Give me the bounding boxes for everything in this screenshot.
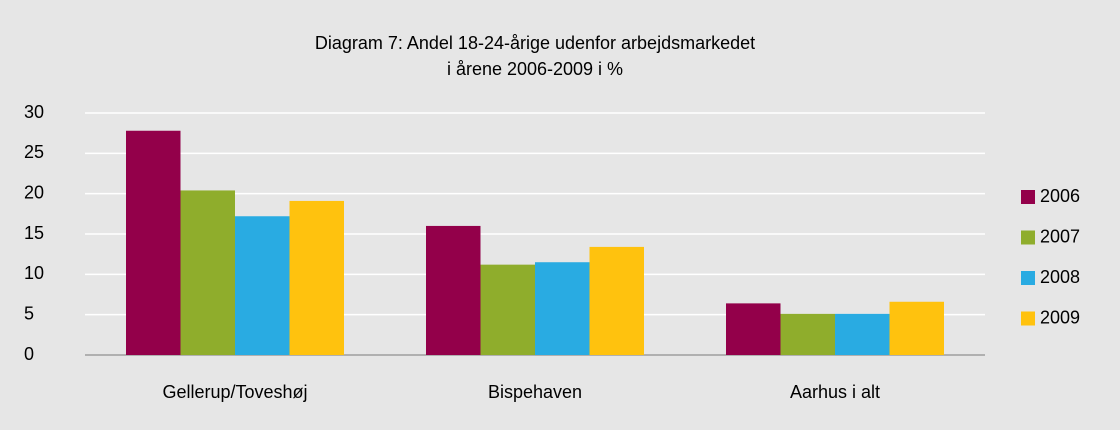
bar (426, 225, 481, 355)
bar (780, 313, 835, 355)
x-tick-label: Gellerup/Toveshøj (162, 382, 307, 402)
y-tick-label: 0 (24, 344, 34, 364)
bar (480, 264, 535, 355)
y-tick-label: 20 (24, 182, 44, 202)
legend-label: 2006 (1040, 186, 1080, 206)
x-tick-label: Aarhus i alt (790, 382, 880, 402)
y-tick-label: 15 (24, 223, 44, 243)
bar (235, 216, 290, 355)
legend-swatch (1021, 311, 1035, 326)
bar (726, 303, 781, 355)
y-tick-label: 5 (24, 303, 34, 323)
bar (289, 200, 344, 355)
bar (589, 246, 644, 355)
legend-swatch (1021, 230, 1035, 245)
bar (889, 301, 944, 355)
bar (535, 262, 590, 355)
legend-swatch (1021, 271, 1035, 285)
y-tick-label: 10 (24, 263, 44, 283)
y-tick-label: 25 (24, 142, 44, 162)
legend-swatch (1021, 190, 1035, 204)
legend-label: 2008 (1040, 267, 1080, 287)
bar (126, 130, 181, 355)
bar (180, 190, 235, 355)
chart-title: i årene 2006-2009 i % (447, 59, 623, 79)
bar (835, 313, 890, 355)
legend-label: 2009 (1040, 307, 1080, 327)
x-tick-label: Bispehaven (488, 382, 582, 402)
chart-title: Diagram 7: Andel 18-24-årige udenfor arb… (315, 33, 755, 53)
legend-label: 2007 (1040, 226, 1080, 246)
y-tick-label: 30 (24, 102, 44, 122)
